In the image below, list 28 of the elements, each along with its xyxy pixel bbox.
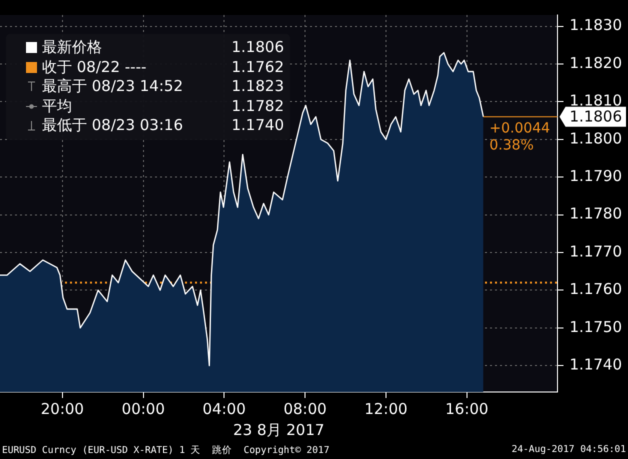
annotation: 0.38%	[489, 137, 534, 154]
annotation: 1.1806	[232, 38, 284, 58]
y-tick-label: 1.1770	[570, 242, 622, 260]
y-tick-label: 1.1810	[570, 92, 622, 110]
y-tick-label: 1.1740	[570, 356, 622, 374]
x-tick-label: 00:00	[122, 400, 165, 418]
text: EURUSD Curncy (EUR-USD X-RATE) 1 天 跳价 Copyright© 2017	[2, 444, 330, 458]
text: 收于 08/22 ---- 1.1762	[42, 58, 284, 76]
text: 最高于 08/23 14:52 1.1823	[42, 77, 284, 95]
x-tick-label: 08:00	[283, 400, 327, 418]
y-tick-label: 1.1760	[570, 280, 622, 298]
text: 24-Aug-2017 04:56:01	[512, 444, 626, 457]
y-tick-label: 1.1830	[570, 16, 622, 34]
y-tick-label: 1.1790	[570, 167, 622, 185]
x-tick-label: 12:00	[364, 400, 408, 418]
y-tick-label: 1.1780	[570, 204, 622, 223]
y-tick-label: 1.1750	[570, 318, 622, 336]
x-axis-title: 23 8月 2017	[233, 420, 324, 439]
annotation: +0.0044	[489, 120, 550, 136]
x-tick-label: 04:00	[202, 400, 246, 418]
x-tick-label: 20:00	[40, 400, 84, 418]
text: 1.1806	[570, 108, 622, 126]
text: 平均 1.1782	[42, 96, 284, 114]
text: 最低于 08/23 03:16 1.1740	[42, 116, 284, 134]
y-tick-label: 1.1800	[570, 129, 622, 148]
y-tick-label: 1.1820	[570, 54, 622, 72]
x-tick-label: 16:00	[445, 400, 488, 418]
legend-label: 最新价格	[42, 38, 103, 58]
